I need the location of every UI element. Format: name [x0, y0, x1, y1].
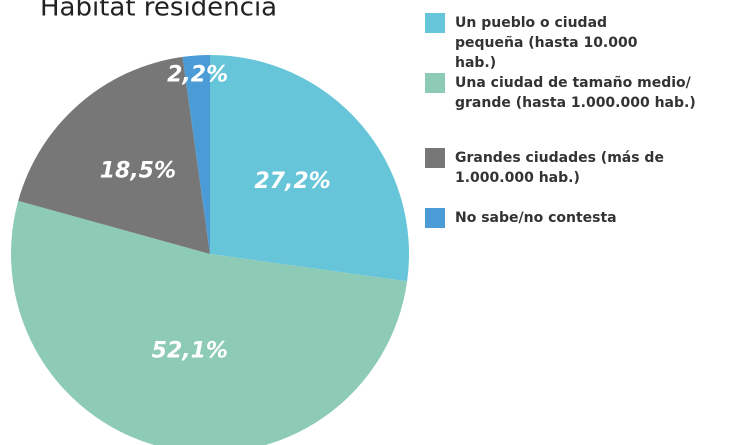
- legend-swatch: [425, 73, 445, 93]
- legend-swatch: [425, 148, 445, 168]
- value-label: 27,2%: [254, 169, 330, 194]
- legend-label: No sabe/no contesta: [455, 210, 617, 226]
- value-label: 18,5%: [100, 159, 176, 184]
- value-label: 52,1%: [152, 338, 228, 363]
- legend-label: Grandes ciudades (más de 1.000.000 hab.): [455, 150, 664, 186]
- legend-swatch: [425, 13, 445, 33]
- legend-item: Grandes ciudades (más de 1.000.000 hab.): [425, 148, 685, 188]
- value-label: 2,2%: [167, 62, 228, 87]
- legend-label: Una ciudad de tamaño medio/ grande (hast…: [455, 75, 696, 111]
- legend-item: Una ciudad de tamaño medio/ grande (hast…: [425, 73, 725, 113]
- legend-item: Un pueblo o ciudad pequeña (hasta 10.000…: [425, 13, 670, 73]
- chart-title: Hábitat residencia: [40, 0, 277, 23]
- pie-slice: [18, 56, 210, 254]
- pie-slice: [210, 55, 409, 282]
- pie-slice: [11, 200, 408, 445]
- legend-swatch: [425, 208, 445, 228]
- pie-slice: [182, 55, 210, 254]
- legend-label: Un pueblo o ciudad pequeña (hasta 10.000…: [455, 15, 638, 71]
- legend-item: No sabe/no contesta: [425, 208, 725, 228]
